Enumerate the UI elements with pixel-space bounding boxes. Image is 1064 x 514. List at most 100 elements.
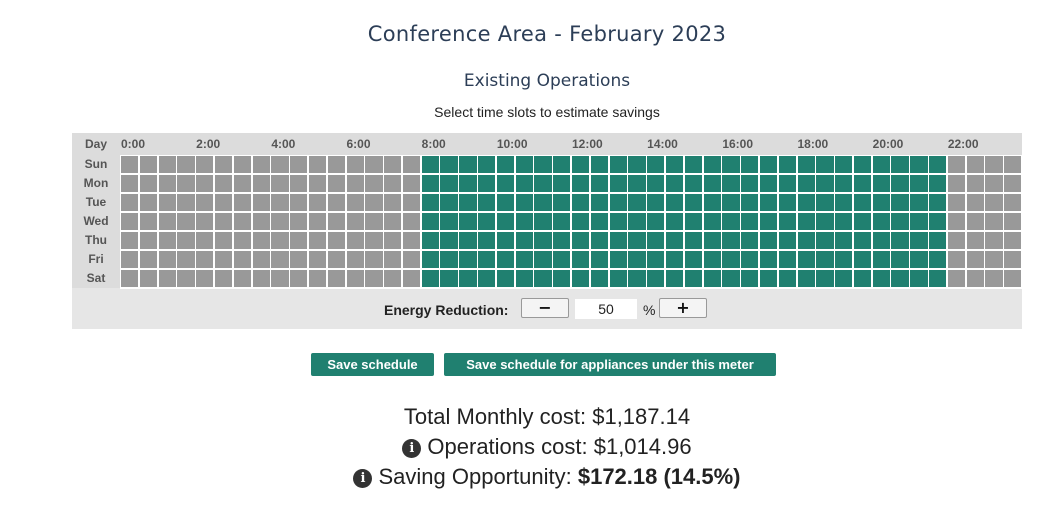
time-slot-cell[interactable] bbox=[647, 213, 665, 230]
time-slot-cell[interactable] bbox=[459, 175, 477, 192]
time-slot-cell[interactable] bbox=[684, 175, 703, 192]
time-slot-cell[interactable] bbox=[252, 156, 270, 173]
time-slot-cell[interactable] bbox=[515, 251, 533, 268]
time-slot-cell[interactable] bbox=[722, 175, 740, 192]
time-slot-cell[interactable] bbox=[139, 175, 158, 192]
time-slot-cell[interactable] bbox=[665, 251, 684, 268]
time-slot-cell[interactable] bbox=[929, 156, 947, 173]
time-slot-cell[interactable] bbox=[835, 194, 853, 211]
time-slot-cell[interactable] bbox=[327, 175, 345, 192]
time-slot-cell[interactable] bbox=[496, 213, 515, 230]
time-slot-cell[interactable] bbox=[534, 175, 552, 192]
time-slot-cell[interactable] bbox=[684, 213, 703, 230]
time-slot-cell[interactable] bbox=[233, 156, 252, 173]
time-slot-cell[interactable] bbox=[835, 213, 853, 230]
time-slot-cell[interactable] bbox=[177, 175, 195, 192]
time-slot-cell[interactable] bbox=[853, 232, 872, 249]
time-slot-cell[interactable] bbox=[910, 194, 928, 211]
time-slot-cell[interactable] bbox=[290, 270, 308, 287]
time-slot-cell[interactable] bbox=[703, 251, 721, 268]
time-slot-cell[interactable] bbox=[402, 270, 421, 287]
time-slot-cell[interactable] bbox=[402, 213, 421, 230]
time-slot-cell[interactable] bbox=[459, 194, 477, 211]
time-slot-cell[interactable] bbox=[515, 175, 533, 192]
energy-reduction-input[interactable] bbox=[575, 299, 637, 319]
time-slot-cell[interactable] bbox=[722, 270, 740, 287]
time-slot-cell[interactable] bbox=[778, 175, 796, 192]
time-slot-cell[interactable] bbox=[590, 213, 609, 230]
time-slot-cell[interactable] bbox=[872, 175, 890, 192]
time-slot-cell[interactable] bbox=[759, 270, 778, 287]
time-slot-cell[interactable] bbox=[158, 213, 176, 230]
time-slot-cell[interactable] bbox=[534, 251, 552, 268]
time-slot-cell[interactable] bbox=[853, 251, 872, 268]
time-slot-cell[interactable] bbox=[628, 194, 646, 211]
time-slot-cell[interactable] bbox=[478, 232, 496, 249]
time-slot-cell[interactable] bbox=[872, 213, 890, 230]
time-slot-cell[interactable] bbox=[947, 175, 966, 192]
time-slot-cell[interactable] bbox=[121, 213, 139, 230]
time-slot-cell[interactable] bbox=[121, 194, 139, 211]
time-slot-cell[interactable] bbox=[703, 156, 721, 173]
time-slot-cell[interactable] bbox=[496, 156, 515, 173]
time-slot-cell[interactable] bbox=[515, 156, 533, 173]
time-slot-cell[interactable] bbox=[835, 156, 853, 173]
time-slot-cell[interactable] bbox=[947, 270, 966, 287]
time-slot-cell[interactable] bbox=[1004, 194, 1022, 211]
time-slot-cell[interactable] bbox=[459, 156, 477, 173]
time-slot-cell[interactable] bbox=[271, 232, 289, 249]
time-slot-cell[interactable] bbox=[966, 270, 984, 287]
time-slot-cell[interactable] bbox=[759, 232, 778, 249]
time-slot-cell[interactable] bbox=[609, 213, 627, 230]
time-slot-cell[interactable] bbox=[158, 232, 176, 249]
time-slot-cell[interactable] bbox=[741, 232, 759, 249]
time-slot-cell[interactable] bbox=[233, 213, 252, 230]
time-slot-cell[interactable] bbox=[308, 194, 327, 211]
time-slot-cell[interactable] bbox=[816, 194, 834, 211]
time-slot-cell[interactable] bbox=[853, 156, 872, 173]
time-slot-cell[interactable] bbox=[459, 213, 477, 230]
time-slot-cell[interactable] bbox=[177, 251, 195, 268]
time-slot-cell[interactable] bbox=[816, 213, 834, 230]
time-slot-cell[interactable] bbox=[929, 270, 947, 287]
time-slot-cell[interactable] bbox=[1004, 251, 1022, 268]
time-slot-cell[interactable] bbox=[985, 156, 1003, 173]
time-slot-cell[interactable] bbox=[271, 194, 289, 211]
time-slot-cell[interactable] bbox=[628, 270, 646, 287]
time-slot-cell[interactable] bbox=[214, 194, 233, 211]
time-slot-cell[interactable] bbox=[797, 270, 815, 287]
time-slot-cell[interactable] bbox=[910, 270, 928, 287]
time-slot-cell[interactable] bbox=[853, 175, 872, 192]
time-slot-cell[interactable] bbox=[910, 251, 928, 268]
time-slot-cell[interactable] bbox=[778, 270, 796, 287]
time-slot-cell[interactable] bbox=[872, 270, 890, 287]
time-slot-cell[interactable] bbox=[478, 175, 496, 192]
time-slot-cell[interactable] bbox=[121, 251, 139, 268]
time-slot-cell[interactable] bbox=[778, 156, 796, 173]
time-slot-cell[interactable] bbox=[609, 194, 627, 211]
time-slot-cell[interactable] bbox=[741, 194, 759, 211]
info-icon[interactable]: i bbox=[353, 469, 373, 488]
time-slot-cell[interactable] bbox=[290, 213, 308, 230]
time-slot-cell[interactable] bbox=[835, 175, 853, 192]
time-slot-cell[interactable] bbox=[515, 194, 533, 211]
time-slot-cell[interactable] bbox=[158, 270, 176, 287]
time-slot-cell[interactable] bbox=[665, 270, 684, 287]
time-slot-cell[interactable] bbox=[985, 175, 1003, 192]
time-slot-cell[interactable] bbox=[684, 194, 703, 211]
time-slot-cell[interactable] bbox=[590, 175, 609, 192]
time-slot-cell[interactable] bbox=[271, 251, 289, 268]
time-slot-cell[interactable] bbox=[665, 232, 684, 249]
time-slot-cell[interactable] bbox=[572, 251, 590, 268]
time-slot-cell[interactable] bbox=[478, 156, 496, 173]
time-slot-cell[interactable] bbox=[308, 175, 327, 192]
time-slot-cell[interactable] bbox=[929, 251, 947, 268]
time-slot-cell[interactable] bbox=[402, 175, 421, 192]
time-slot-cell[interactable] bbox=[741, 251, 759, 268]
time-slot-cell[interactable] bbox=[778, 194, 796, 211]
time-slot-cell[interactable] bbox=[590, 232, 609, 249]
time-slot-cell[interactable] bbox=[327, 213, 345, 230]
time-slot-cell[interactable] bbox=[609, 270, 627, 287]
time-slot-cell[interactable] bbox=[835, 251, 853, 268]
time-slot-cell[interactable] bbox=[402, 251, 421, 268]
